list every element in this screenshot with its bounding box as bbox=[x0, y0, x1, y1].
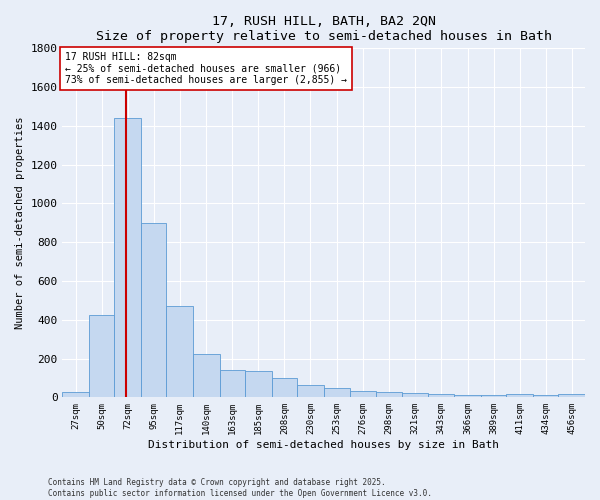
Bar bbox=[297, 384, 324, 398]
Bar bbox=[428, 394, 454, 398]
Bar bbox=[141, 223, 166, 398]
X-axis label: Distribution of semi-detached houses by size in Bath: Distribution of semi-detached houses by … bbox=[148, 440, 499, 450]
Bar bbox=[506, 394, 533, 398]
Bar bbox=[350, 390, 376, 398]
Bar bbox=[533, 396, 559, 398]
Bar bbox=[115, 118, 141, 398]
Bar bbox=[454, 396, 481, 398]
Title: 17, RUSH HILL, BATH, BA2 2QN
Size of property relative to semi-detached houses i: 17, RUSH HILL, BATH, BA2 2QN Size of pro… bbox=[96, 15, 552, 43]
Bar bbox=[559, 394, 585, 398]
Bar bbox=[272, 378, 297, 398]
Bar bbox=[166, 306, 193, 398]
Bar bbox=[376, 392, 403, 398]
Bar bbox=[324, 388, 350, 398]
Y-axis label: Number of semi-detached properties: Number of semi-detached properties bbox=[15, 116, 25, 329]
Bar bbox=[220, 370, 245, 398]
Bar bbox=[62, 392, 89, 398]
Bar bbox=[89, 315, 115, 398]
Bar bbox=[403, 394, 428, 398]
Text: Contains HM Land Registry data © Crown copyright and database right 2025.
Contai: Contains HM Land Registry data © Crown c… bbox=[48, 478, 432, 498]
Text: 17 RUSH HILL: 82sqm
← 25% of semi-detached houses are smaller (966)
73% of semi-: 17 RUSH HILL: 82sqm ← 25% of semi-detach… bbox=[65, 52, 347, 86]
Bar bbox=[481, 396, 506, 398]
Bar bbox=[245, 371, 272, 398]
Bar bbox=[193, 354, 220, 398]
